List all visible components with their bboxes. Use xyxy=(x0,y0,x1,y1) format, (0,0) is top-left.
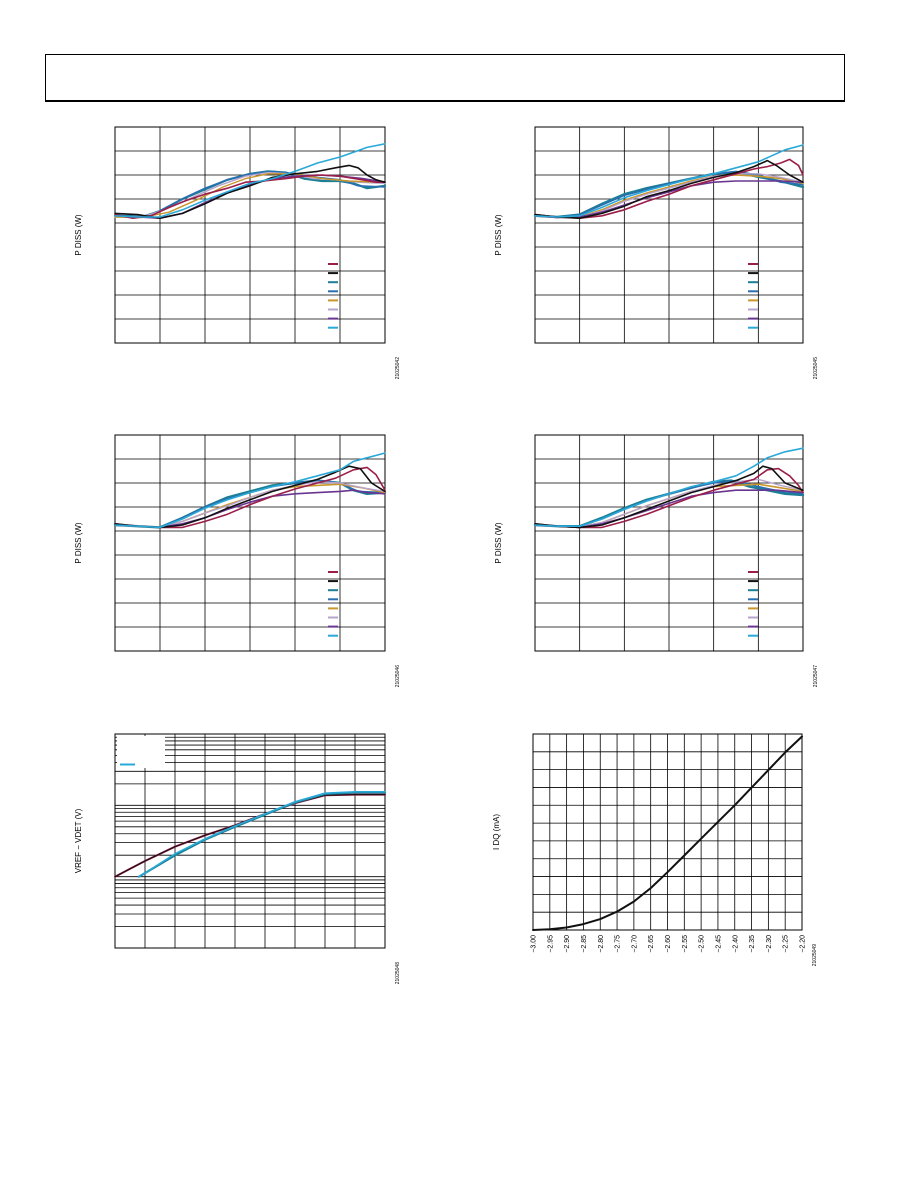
series-line-cyan xyxy=(114,142,386,218)
legend xyxy=(328,263,338,329)
series-line-maroon xyxy=(114,174,386,219)
y-axis-label: P DISS (W) xyxy=(74,214,83,256)
page-header-box xyxy=(45,54,845,102)
x-tick-label: −2.25 xyxy=(783,935,790,953)
x-tick-label: −2.40 xyxy=(732,935,739,953)
series-line-maroon xyxy=(114,793,386,878)
legend xyxy=(117,736,165,768)
series-line-cyan xyxy=(534,144,804,218)
legend xyxy=(328,571,338,637)
series-line-cyan xyxy=(138,791,386,878)
chart-pdiss-2: P DISS (W) 21025045 xyxy=(494,126,819,379)
y-axis-label: P DISS (W) xyxy=(494,214,503,256)
series-line-black xyxy=(532,735,803,931)
x-tick-label: −2.75 xyxy=(615,935,622,953)
y-axis-label: P DISS (W) xyxy=(74,522,83,564)
x-tick-label: −2.65 xyxy=(648,935,655,953)
plot-frame xyxy=(114,434,386,652)
series-line-maroon xyxy=(534,158,804,219)
series-line-maroon xyxy=(534,467,804,529)
figure-id: 21025049 xyxy=(812,944,818,966)
chart-pdiss-3: P DISS (W) 21025046 xyxy=(74,434,401,687)
plot-frame xyxy=(534,434,804,652)
chart-idq: I DQ (mA) 21025049 −3.00 −2.95 −2.90 −2.85 −2.… xyxy=(492,733,818,966)
figure-id: 21025042 xyxy=(395,357,401,379)
figure-id: 21025047 xyxy=(813,665,819,687)
plot-frame xyxy=(114,733,386,949)
x-tick-label: −2.80 xyxy=(598,935,605,953)
x-tick-label: −2.85 xyxy=(581,935,588,953)
legend xyxy=(748,571,758,637)
series-line-black xyxy=(114,465,386,529)
series-line-black xyxy=(534,159,804,219)
series-line-cyan xyxy=(114,452,386,529)
y-axis-label: P DISS (W) xyxy=(494,522,503,564)
series-line-purple xyxy=(534,180,804,219)
grid-lines xyxy=(535,127,803,343)
x-tick-label: −2.90 xyxy=(564,935,571,953)
legend xyxy=(748,263,758,329)
x-tick-label: −2.20 xyxy=(800,935,807,953)
series-line-gold xyxy=(114,173,386,219)
x-tick-label: −2.30 xyxy=(766,935,773,953)
y-axis-label: VREF − VDET (V) xyxy=(74,808,83,873)
x-tick-label: −2.60 xyxy=(665,935,672,953)
x-tick-label: −2.55 xyxy=(682,935,689,953)
x-tick-label: −3.00 xyxy=(531,935,538,953)
y-axis-label: I DQ (mA) xyxy=(492,814,501,850)
chart-pdiss-1: P DISS (W) 21025042 xyxy=(74,126,401,379)
x-tick-label: −2.95 xyxy=(547,935,554,953)
chart-pdiss-4: P DISS (W) 21025047 xyxy=(494,434,819,687)
figure-id: 21025045 xyxy=(813,357,819,379)
series-line-cyan xyxy=(534,447,804,527)
grid-lines xyxy=(535,435,803,651)
x-tick-label: −2.45 xyxy=(715,935,722,953)
x-tick-label: −2.50 xyxy=(699,935,706,953)
plot-frame xyxy=(534,126,804,344)
series-line-black xyxy=(534,465,804,529)
x-tick-label: −2.35 xyxy=(749,935,756,953)
figure-id: 21025046 xyxy=(395,665,401,687)
x-tick-label: −2.70 xyxy=(631,935,638,953)
plot-frame xyxy=(114,126,386,344)
series-line-black xyxy=(114,794,386,878)
plot-frame xyxy=(532,733,803,931)
grid-lines xyxy=(533,734,802,930)
legend-bg xyxy=(117,736,165,768)
series-line-blue xyxy=(534,170,804,219)
figure-id: 21025048 xyxy=(395,962,401,984)
grid-lines xyxy=(115,127,385,343)
chart-vref-vdet: VREF − VDET (V) 21025048 xyxy=(74,733,401,984)
